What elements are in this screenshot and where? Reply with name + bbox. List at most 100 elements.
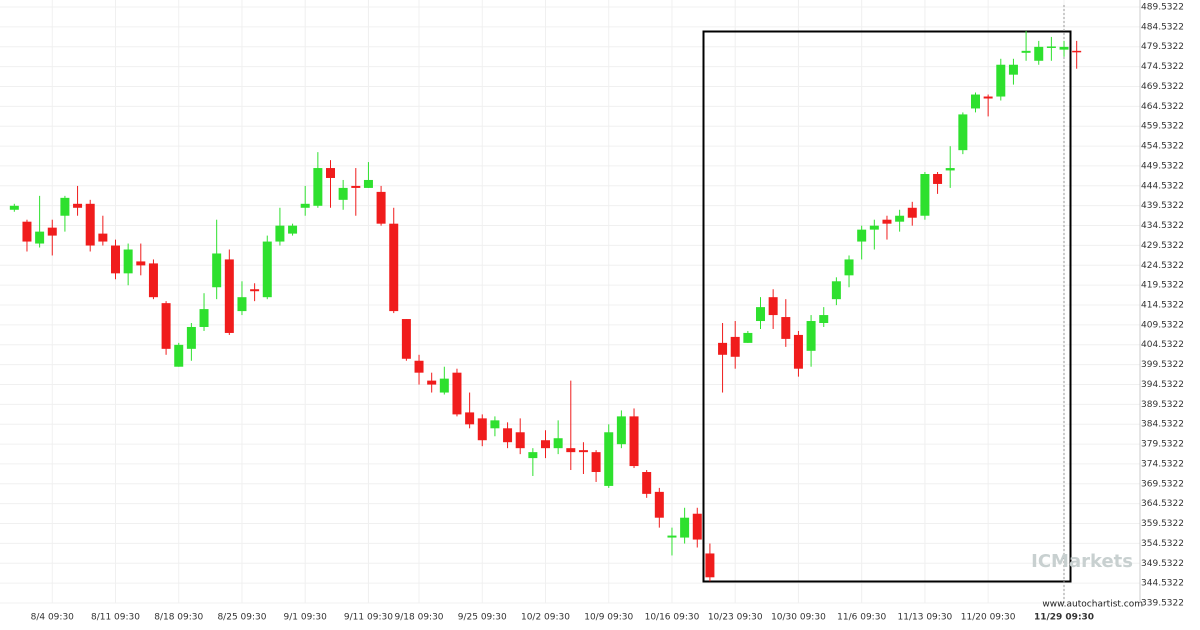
- x-tick-label: 9/11 09:30: [344, 613, 393, 623]
- candle-body: [996, 64, 1006, 97]
- candle-body: [237, 297, 247, 312]
- y-tick-label: 409.5322: [1141, 320, 1184, 330]
- x-tick-label: 10/23 09:30: [708, 613, 763, 623]
- pattern-box: [702, 30, 1072, 583]
- candle-body: [654, 491, 664, 518]
- candle-body: [288, 225, 298, 234]
- candle-body: [300, 203, 310, 208]
- y-tick-label: 379.5322: [1141, 440, 1184, 450]
- candle-body: [111, 245, 120, 274]
- candle-body: [781, 317, 791, 339]
- candle-body: [186, 326, 196, 349]
- candle-body: [895, 215, 905, 222]
- candle-body: [971, 94, 980, 109]
- candle-body: [958, 114, 968, 151]
- y-tick-label: 384.5322: [1141, 420, 1184, 430]
- candle-body: [616, 416, 626, 445]
- candle-body: [642, 472, 652, 494]
- candle-body: [212, 253, 222, 288]
- candle-body: [680, 517, 690, 538]
- y-tick-label: 429.5322: [1141, 241, 1184, 251]
- y-tick-label: 434.5322: [1141, 221, 1184, 231]
- y-tick-label: 474.5322: [1141, 62, 1184, 72]
- candle-body: [541, 440, 550, 449]
- y-tick-label: 424.5322: [1141, 261, 1184, 271]
- x-tick-label: 11/20 09:30: [961, 613, 1016, 623]
- candle-body: [98, 233, 108, 242]
- x-tick-label: 8/18 09:30: [154, 613, 203, 623]
- candle-body: [262, 241, 272, 298]
- candle-body: [933, 174, 943, 184]
- y-tick-label: 444.5322: [1141, 181, 1184, 191]
- x-tick-label: 10/9 09:30: [584, 613, 633, 623]
- x-tick-label: 9/1 09:30: [284, 613, 328, 623]
- y-tick-label: 404.5322: [1141, 340, 1184, 350]
- y-tick-label: 439.5322: [1141, 201, 1184, 211]
- candle-body: [844, 259, 854, 276]
- candle-body: [591, 452, 601, 473]
- candle-body: [692, 513, 702, 540]
- candle-body: [199, 309, 209, 327]
- x-tick-label: 8/25 09:30: [217, 613, 266, 623]
- candle-body: [831, 281, 841, 300]
- x-tick-label: 8/11 09:30: [91, 613, 140, 623]
- candle-body: [427, 380, 437, 385]
- candle-body: [768, 297, 778, 316]
- candle-body: [313, 168, 323, 206]
- source: www.autochartist.com: [1042, 600, 1143, 610]
- x-tick-label: 9/25 09:30: [458, 613, 507, 623]
- candle-body: [224, 259, 234, 333]
- y-tick-label: 484.5322: [1141, 22, 1184, 32]
- candle-body: [161, 303, 171, 349]
- candle-body: [920, 174, 930, 216]
- y-tick-label: 389.5322: [1141, 400, 1184, 410]
- y-tick-label: 414.5322: [1141, 301, 1184, 311]
- y-tick-label: 374.5322: [1141, 459, 1184, 469]
- candle-body: [1059, 46, 1069, 50]
- candle-body: [22, 221, 32, 242]
- candle-body: [882, 219, 892, 224]
- candle-body: [578, 450, 588, 453]
- y-tick-label: 369.5322: [1141, 479, 1184, 489]
- candle-body: [326, 168, 335, 178]
- x-tick-label: 11/29 09:30: [1034, 613, 1094, 623]
- candle-body: [983, 96, 993, 99]
- candle-body: [553, 438, 563, 449]
- candle-body: [1021, 50, 1031, 53]
- candle-body: [439, 378, 449, 393]
- candle-body: [515, 432, 525, 449]
- candle-body: [338, 187, 348, 200]
- candle-body: [528, 452, 538, 459]
- candle-body: [477, 418, 487, 441]
- y-tick-label: 489.5322: [1141, 3, 1184, 13]
- candle-body: [793, 334, 803, 369]
- candle-body: [73, 203, 83, 208]
- x-tick-label: 10/30 09:30: [771, 613, 826, 623]
- y-tick-label: 464.5322: [1141, 102, 1184, 112]
- candle-body: [452, 372, 462, 415]
- candle-body: [1034, 46, 1044, 61]
- candle-body: [275, 225, 285, 242]
- y-tick-label: 454.5322: [1141, 142, 1184, 152]
- candle-body: [1046, 46, 1056, 48]
- candle-body: [1072, 50, 1082, 53]
- x-tick-label: 11/6 09:30: [837, 613, 886, 623]
- candle-body: [819, 315, 829, 324]
- y-tick-label: 344.5322: [1141, 579, 1184, 589]
- y-tick-label: 479.5322: [1141, 42, 1184, 52]
- candle-body: [718, 342, 728, 355]
- y-tick-label: 394.5322: [1141, 380, 1184, 390]
- candle-body: [376, 191, 386, 224]
- y-tick-label: 449.5322: [1141, 161, 1184, 171]
- x-tick-label: 9/18 09:30: [395, 613, 444, 623]
- candle-body: [907, 207, 917, 218]
- candle-body: [806, 321, 816, 351]
- candle-body: [566, 448, 576, 453]
- x-tick-label: 8/4 09:30: [31, 613, 75, 623]
- x-tick-label: 10/2 09:30: [521, 613, 570, 623]
- candle-body: [250, 289, 260, 292]
- candle-body: [136, 261, 146, 266]
- candle-body: [85, 203, 95, 246]
- candle-body: [174, 344, 184, 367]
- x-tick-label: 11/13 09:30: [898, 613, 953, 623]
